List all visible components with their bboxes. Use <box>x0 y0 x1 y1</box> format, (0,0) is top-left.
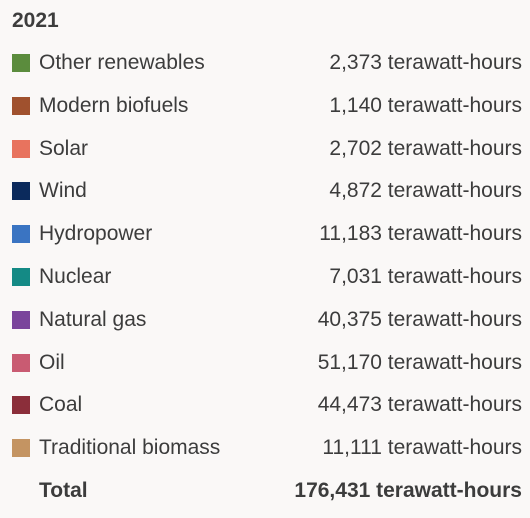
legend-swatch <box>12 267 30 286</box>
source-label: Nuclear <box>39 264 112 288</box>
source-value: 40,375 terawatt-hours <box>317 307 522 331</box>
legend-swatch <box>12 439 30 458</box>
source-row: Traditional biomass 11,111 terawatt-hours <box>0 427 530 470</box>
source-label: Oil <box>39 350 65 374</box>
source-row: Other renewables 2,373 terawatt-hours <box>0 42 530 85</box>
tooltip-year-title: 2021 <box>12 9 59 32</box>
total-label: Total <box>39 478 88 502</box>
source-row: Hydropower 11,183 terawatt-hours <box>0 213 530 256</box>
source-row: Nuclear 7,031 terawatt-hours <box>0 256 530 299</box>
source-value: 1,140 terawatt-hours <box>329 93 522 117</box>
legend-swatch <box>12 139 30 158</box>
source-row: Wind 4,872 terawatt-hours <box>0 170 530 213</box>
source-value: 11,183 terawatt-hours <box>319 222 522 246</box>
source-value: 44,473 terawatt-hours <box>317 393 522 417</box>
source-value: 4,872 terawatt-hours <box>329 179 522 203</box>
source-value: 11,111 terawatt-hours <box>322 436 522 460</box>
source-row: Solar 2,702 terawatt-hours <box>0 128 530 171</box>
legend-swatch <box>12 54 30 72</box>
energy-source-list: Other renewables 2,373 terawatt-hours Mode… <box>0 42 530 513</box>
legend-swatch <box>12 182 30 201</box>
source-label: Solar <box>39 136 89 160</box>
legend-swatch <box>12 396 30 415</box>
source-label: Traditional biomass <box>39 436 221 460</box>
source-label: Hydropower <box>39 222 153 246</box>
legend-swatch <box>12 96 30 115</box>
legend-swatch <box>12 310 30 329</box>
source-label: Other renewables <box>39 51 205 74</box>
source-label: Coal <box>39 393 83 417</box>
source-label: Natural gas <box>39 307 147 331</box>
source-value: 2,373 terawatt-hours <box>329 51 522 74</box>
source-label: Modern biofuels <box>39 93 189 117</box>
source-value: 2,702 terawatt-hours <box>329 136 522 160</box>
total-value: 176,431 terawatt-hours <box>294 478 522 502</box>
source-value: 51,170 terawatt-hours <box>317 350 522 374</box>
source-value: 7,031 terawatt-hours <box>329 264 522 288</box>
source-row: Modern biofuels 1,140 terawatt-hours <box>0 85 530 128</box>
source-row: Oil 51,170 terawatt-hours <box>0 342 530 385</box>
source-row: Natural gas 40,375 terawatt-hours <box>0 299 530 342</box>
total-row: Total 176,431 terawatt-hours <box>0 470 530 513</box>
source-row: Coal 44,473 terawatt-hours <box>0 384 530 427</box>
legend-swatch <box>12 353 30 372</box>
source-label: Wind <box>39 179 87 203</box>
legend-swatch <box>12 225 30 244</box>
